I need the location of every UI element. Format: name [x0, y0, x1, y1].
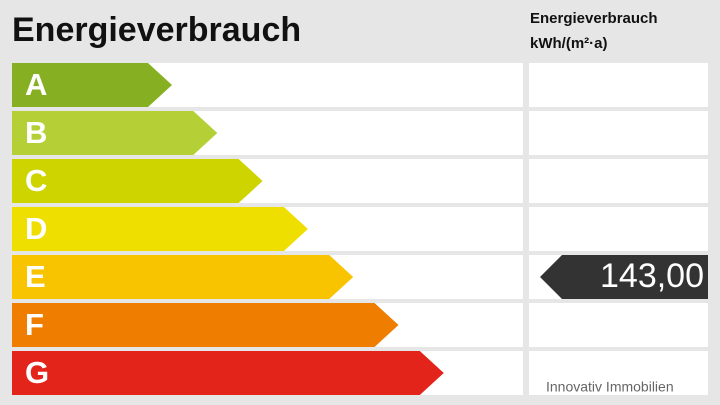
class-label: C [25, 163, 47, 198]
class-arrow [12, 351, 444, 395]
unit: kWh/(m²·a) [530, 35, 608, 52]
class-arrow [12, 303, 399, 347]
value-panel [529, 63, 708, 107]
unit-title: Energieverbrauch [530, 10, 658, 27]
class-label: F [25, 307, 44, 342]
value-panel [529, 159, 708, 203]
class-arrow [12, 255, 354, 299]
class-arrow [12, 111, 218, 155]
class-arrow [12, 159, 263, 203]
class-label: D [25, 211, 47, 246]
class-arrow [12, 207, 308, 251]
class-label: A [25, 67, 47, 102]
class-label: B [25, 115, 47, 150]
value-text: 143,00 [600, 257, 704, 295]
class-label: G [25, 355, 49, 390]
value-panel [529, 111, 708, 155]
value-marker [540, 255, 708, 299]
footer: Innovativ Immobilien [546, 379, 674, 395]
title: Energieverbrauch [12, 11, 301, 49]
value-panel [529, 207, 708, 251]
class-arrow [12, 63, 172, 107]
value-panel [529, 351, 708, 395]
class-label: E [25, 259, 46, 294]
value-panel [529, 303, 708, 347]
